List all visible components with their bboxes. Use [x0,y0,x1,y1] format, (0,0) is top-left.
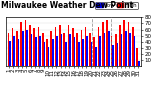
Bar [93,37,95,66]
Bar [115,34,116,66]
Bar [31,34,32,66]
Bar [51,31,52,66]
Bar [76,33,78,66]
Bar [46,39,48,66]
Bar [9,41,11,66]
Legend: Low, High: Low, High [95,2,138,9]
Bar [111,36,112,66]
Bar [89,33,91,66]
Bar [91,42,92,66]
Text: Milwaukee Weather Dew Point: Milwaukee Weather Dew Point [1,1,133,10]
Bar [85,27,87,66]
Bar [68,25,69,66]
Bar [13,36,15,66]
Bar [16,31,18,66]
Bar [102,22,104,66]
Bar [80,30,82,66]
Bar [78,42,80,66]
Bar [121,34,122,66]
Bar [39,36,41,66]
Bar [99,36,101,66]
Bar [63,33,65,66]
Bar [124,20,125,66]
Bar [22,31,24,66]
Bar [116,43,118,66]
Bar [12,28,13,66]
Bar [33,28,35,66]
Bar [20,22,22,66]
Bar [65,42,67,66]
Bar [74,37,75,66]
Bar [44,42,45,66]
Bar [125,31,127,66]
Bar [134,36,135,66]
Bar [108,31,110,66]
Bar [18,39,19,66]
Bar [38,27,39,66]
Bar [61,34,62,66]
Bar [119,25,121,66]
Bar [106,20,108,66]
Bar [55,27,56,66]
Bar [72,28,74,66]
Bar [129,33,131,66]
Bar [112,45,114,66]
Bar [104,33,105,66]
Bar [132,27,134,66]
Bar [128,22,129,66]
Bar [82,39,84,66]
Bar [48,47,49,66]
Bar [56,36,58,66]
Bar [138,61,140,66]
Bar [98,27,99,66]
Bar [136,48,138,66]
Bar [42,33,44,66]
Bar [95,47,97,66]
Bar [35,37,37,66]
Bar [69,34,71,66]
Bar [26,30,28,66]
Bar [87,36,88,66]
Bar [52,39,54,66]
Bar [29,25,31,66]
Bar [59,25,61,66]
Bar [25,20,26,66]
Bar [8,33,9,66]
